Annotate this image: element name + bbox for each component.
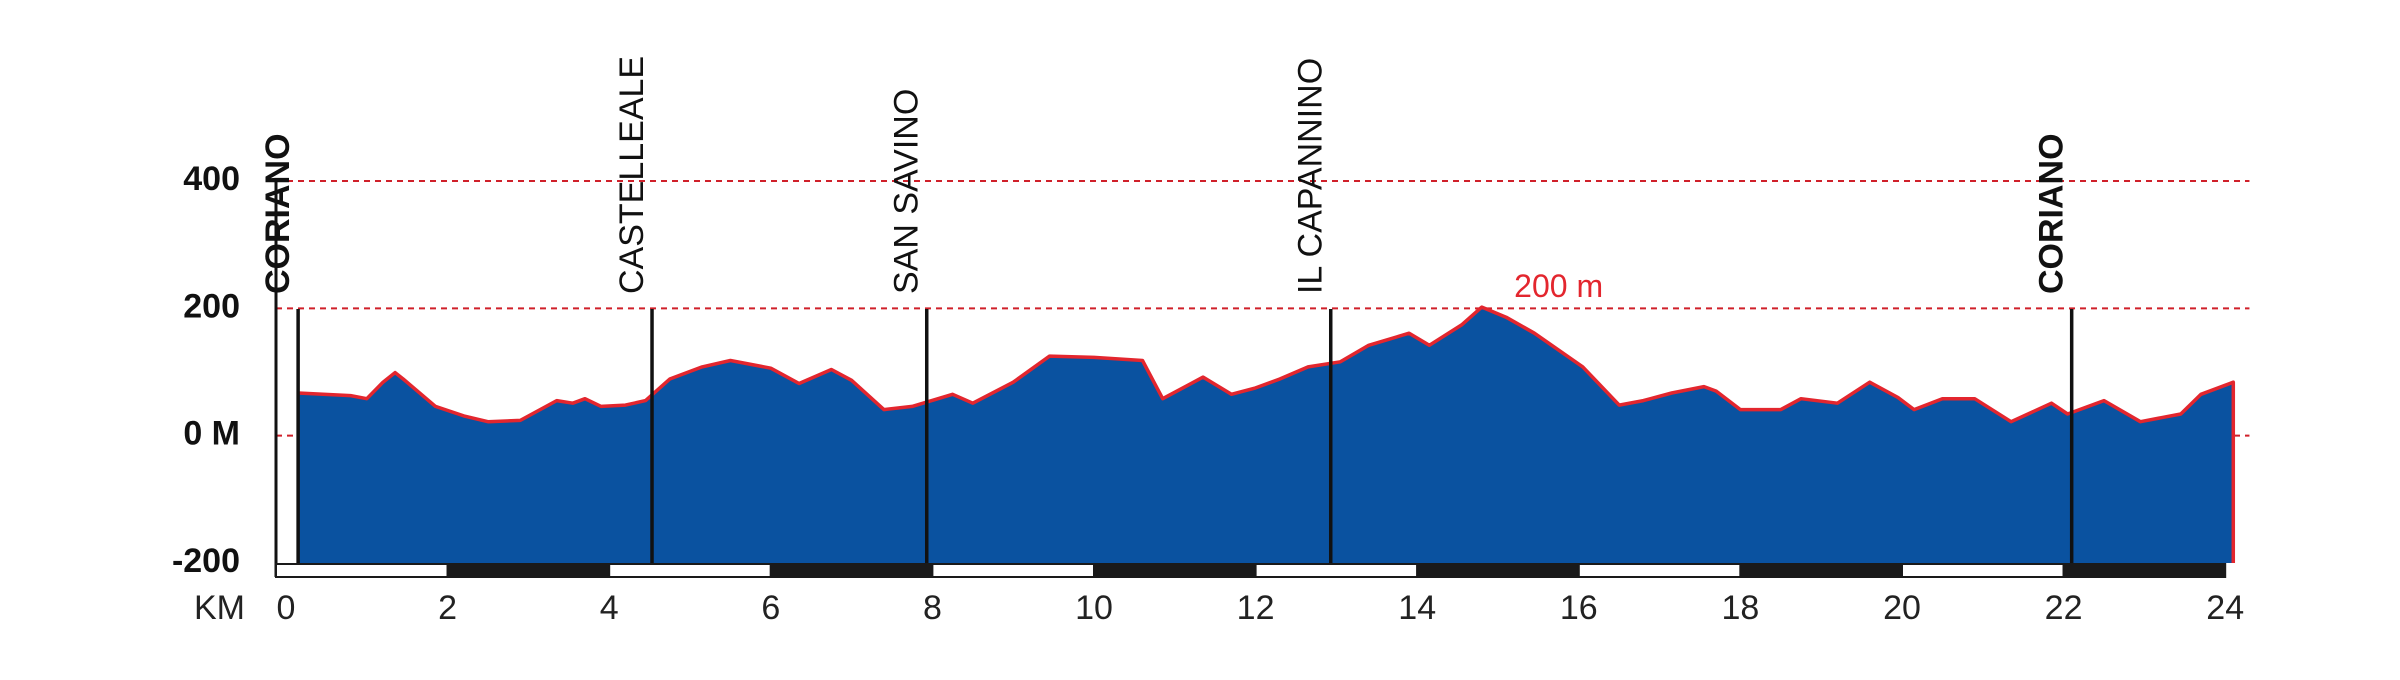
- elevation-area: [298, 307, 2234, 563]
- y-tick-label: 400: [183, 160, 240, 198]
- x-tick-label: 8: [923, 589, 942, 627]
- km-scale-segment: [931, 563, 1096, 578]
- location-label: SAN SAVINO: [888, 89, 926, 294]
- km-scale-segment: [1577, 563, 1742, 578]
- y-tick-label: 200: [183, 287, 240, 325]
- km-scale-segment: [1093, 563, 1257, 578]
- location-label: CORIANO: [2033, 133, 2071, 294]
- x-axis-label: KM: [194, 589, 245, 627]
- km-scale-segment: [446, 563, 611, 578]
- x-tick-label: 20: [1883, 589, 1921, 627]
- x-tick-label: 4: [600, 589, 619, 627]
- x-tick-label: 24: [2206, 589, 2244, 627]
- x-tick-label: 18: [1721, 589, 1759, 627]
- x-tick-label: 16: [1560, 589, 1598, 627]
- x-tick-label: 2: [438, 589, 457, 627]
- location-label: CORIANO: [259, 133, 297, 294]
- y-tick-label: -200: [172, 542, 240, 580]
- location-label: CASTELLEALE: [613, 56, 651, 294]
- x-tick-label: 14: [1398, 589, 1436, 627]
- y-tick-label: 0 M: [183, 415, 240, 453]
- location-label: IL CAPANNINO: [1292, 58, 1330, 294]
- km-scale-segment: [2062, 563, 2227, 578]
- x-tick-label: 22: [2045, 589, 2083, 627]
- km-scale-segment: [1416, 563, 1580, 578]
- km-scale-segment: [1739, 563, 1904, 578]
- elevation-line: [298, 305, 2236, 564]
- km-scale-segment: [769, 563, 934, 578]
- x-tick-label: 0: [277, 589, 296, 627]
- km-scale-segment: [1254, 563, 1419, 578]
- km-scale-segment: [1901, 563, 2065, 578]
- annotation: 200 m: [1514, 268, 1603, 304]
- x-tick-label: 10: [1075, 589, 1113, 627]
- km-scale-segment: [608, 563, 772, 578]
- x-tick-label: 12: [1237, 589, 1275, 627]
- x-tick-label: 6: [761, 589, 780, 627]
- km-scale-segment: [275, 563, 449, 578]
